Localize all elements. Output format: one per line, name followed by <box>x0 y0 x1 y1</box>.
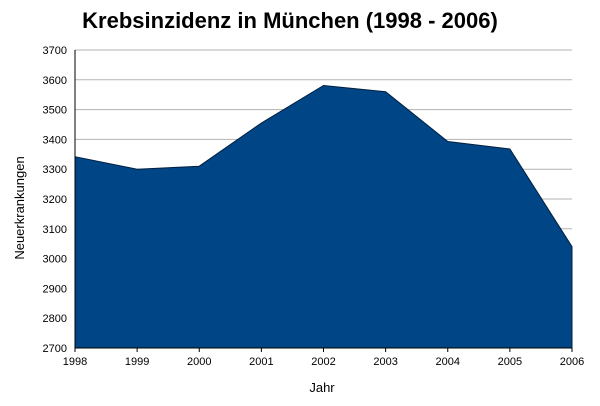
axes <box>74 50 573 352</box>
y-tick-label: 2700 <box>43 343 67 355</box>
x-tick-label: 2001 <box>249 356 273 368</box>
y-tick-label: 2900 <box>43 283 67 295</box>
y-tick-label: 3600 <box>43 75 67 87</box>
x-tick-label: 2004 <box>436 356 460 368</box>
y-tick-label: 3000 <box>43 254 67 266</box>
x-tick-label: 1999 <box>125 356 149 368</box>
x-tick-label: 1998 <box>63 356 87 368</box>
area-series <box>74 84 573 349</box>
x-tick-labels: 1998 1999 2000 2001 2002 2003 2004 2005 2006 <box>63 356 584 368</box>
x-tick-label: 2000 <box>187 356 211 368</box>
y-axis-label: Neuerkrankungen <box>12 156 27 259</box>
y-tick-label: 3100 <box>43 224 67 236</box>
x-tick-label: 2006 <box>560 356 584 368</box>
x-tick-label: 2005 <box>498 356 522 368</box>
x-tick-label: 2002 <box>311 356 335 368</box>
y-tick-label: 3500 <box>43 105 67 117</box>
y-tick-label: 3200 <box>43 194 67 206</box>
chart-title: Krebsinzidenz in München (1998 - 2006) <box>82 8 498 33</box>
x-tick-label: 2003 <box>373 356 397 368</box>
x-axis-label: Jahr <box>309 380 335 395</box>
y-tick-label: 3700 <box>43 45 67 57</box>
y-tick-label: 2800 <box>43 313 67 325</box>
y-tick-label: 3400 <box>43 134 67 146</box>
data-area <box>74 84 573 349</box>
y-tick-label: 3300 <box>43 164 67 176</box>
y-tick-labels: 3700 3600 3500 3400 3300 3200 3100 3000 2900 2800… <box>43 45 67 355</box>
